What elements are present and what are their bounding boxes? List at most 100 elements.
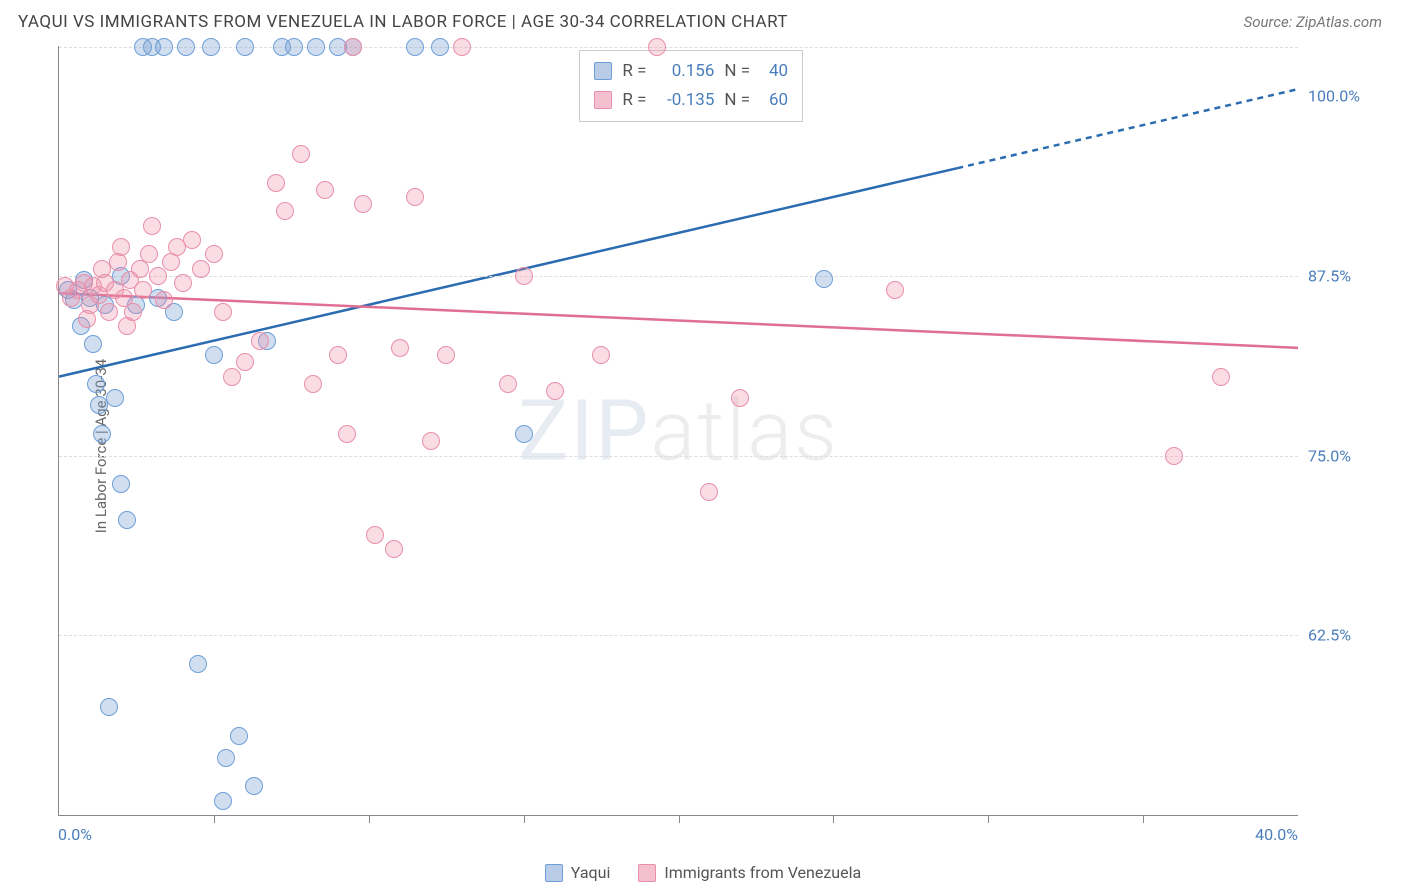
gridline [59, 276, 1298, 277]
data-point [267, 174, 285, 192]
data-point [344, 38, 362, 56]
data-point [437, 346, 455, 364]
data-point [236, 353, 254, 371]
data-point [422, 432, 440, 450]
trend-lines [59, 46, 1298, 815]
y-tick-label: 62.5% [1308, 626, 1378, 645]
legend: Yaqui Immigrants from Venezuela [0, 863, 1406, 882]
y-tick-label: 100.0% [1308, 87, 1378, 106]
data-point [1165, 447, 1183, 465]
x-tick [369, 815, 370, 823]
data-point [700, 483, 718, 501]
legend-item-1: Yaqui [545, 863, 611, 882]
stats-r-value-2: -0.135 [656, 86, 714, 115]
data-point [316, 181, 334, 199]
x-axis-label-max: 40.0% [1255, 825, 1298, 844]
data-point [155, 38, 173, 56]
y-tick-label: 75.0% [1308, 446, 1378, 465]
data-point [1212, 368, 1230, 386]
chart-area: In Labor Force | Age 30-34 ZIPatlas R = … [18, 46, 1388, 846]
data-point [112, 238, 130, 256]
data-point [100, 698, 118, 716]
gridline [59, 635, 1298, 636]
data-point [106, 389, 124, 407]
stats-n-value-1: 40 [760, 57, 788, 86]
data-point [499, 375, 517, 393]
data-point [93, 425, 111, 443]
data-point [366, 526, 384, 544]
data-point [118, 511, 136, 529]
data-point [245, 777, 263, 795]
data-point [87, 375, 105, 393]
data-point [112, 475, 130, 493]
stats-swatch-2 [594, 91, 612, 109]
data-point [385, 540, 403, 558]
data-point [84, 335, 102, 353]
chart-title: YAQUI VS IMMIGRANTS FROM VENEZUELA IN LA… [18, 12, 788, 32]
trend-line-dashed [957, 89, 1298, 168]
legend-label-1: Yaqui [571, 863, 611, 882]
data-point [307, 38, 325, 56]
data-point [406, 188, 424, 206]
y-tick-label: 87.5% [1308, 266, 1378, 285]
stats-r-label: R = [622, 86, 646, 115]
data-point [202, 38, 220, 56]
stats-n-label: N = [724, 86, 750, 115]
x-tick [524, 815, 525, 823]
data-point [276, 202, 294, 220]
data-point [546, 382, 564, 400]
stats-n-label: N = [724, 57, 750, 86]
legend-swatch-2 [638, 864, 656, 882]
stats-row-2: R = -0.135 N = 60 [594, 86, 788, 115]
data-point [223, 368, 241, 386]
data-point [391, 339, 409, 357]
data-point [174, 274, 192, 292]
data-point [214, 303, 232, 321]
x-tick [833, 815, 834, 823]
x-tick [1143, 815, 1144, 823]
stats-row-1: R = 0.156 N = 40 [594, 57, 788, 86]
data-point [304, 375, 322, 393]
x-tick [988, 815, 989, 823]
data-point [406, 38, 424, 56]
data-point [205, 346, 223, 364]
data-point [192, 260, 210, 278]
data-point [217, 749, 235, 767]
data-point [251, 332, 269, 350]
legend-item-2: Immigrants from Venezuela [638, 863, 861, 882]
data-point [354, 195, 372, 213]
data-point [214, 792, 232, 810]
data-point [143, 217, 161, 235]
legend-swatch-1 [545, 864, 563, 882]
data-point [149, 267, 167, 285]
data-point [93, 260, 111, 278]
data-point [140, 245, 158, 263]
data-point [100, 303, 118, 321]
stats-n-value-2: 60 [760, 86, 788, 115]
data-point [230, 727, 248, 745]
data-point [515, 267, 533, 285]
stats-box: R = 0.156 N = 40 R = -0.135 N = 60 [579, 50, 803, 122]
plot-area: ZIPatlas R = 0.156 N = 40 R = -0.135 N =… [58, 46, 1298, 816]
data-point [338, 425, 356, 443]
data-point [177, 38, 195, 56]
stats-r-value-1: 0.156 [656, 57, 714, 86]
data-point [648, 38, 666, 56]
data-point [118, 317, 136, 335]
data-point [329, 346, 347, 364]
data-point [815, 270, 833, 288]
trend-line [59, 293, 1298, 348]
x-axis-label-min: 0.0% [58, 825, 92, 844]
data-point [134, 281, 152, 299]
data-point [731, 389, 749, 407]
data-point [189, 655, 207, 673]
gridline [59, 456, 1298, 457]
data-point [515, 425, 533, 443]
stats-r-label: R = [622, 57, 646, 86]
data-point [155, 291, 173, 309]
data-point [453, 38, 471, 56]
x-tick [679, 815, 680, 823]
data-point [183, 231, 201, 249]
data-point [292, 145, 310, 163]
data-point [431, 38, 449, 56]
